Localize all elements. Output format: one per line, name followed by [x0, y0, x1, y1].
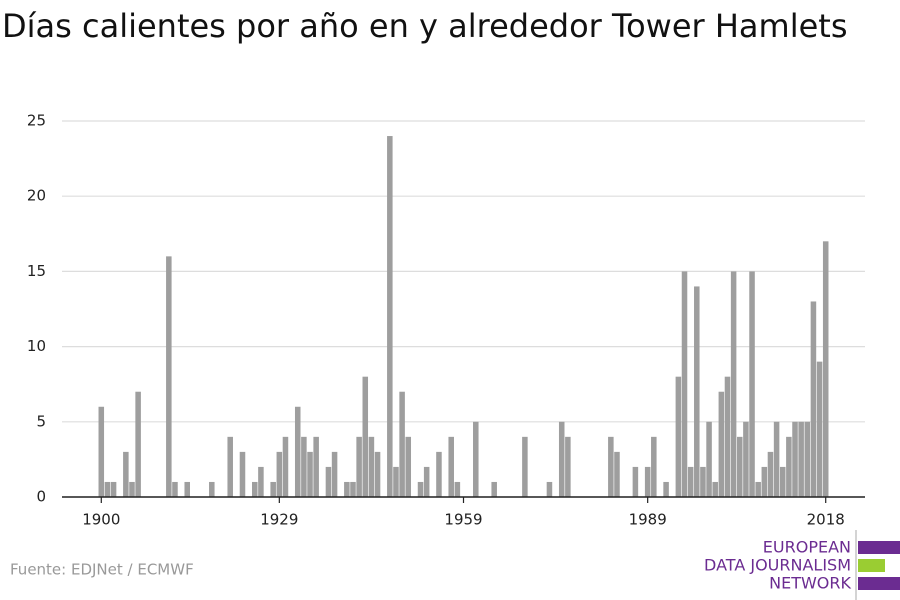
bar — [730, 271, 737, 497]
x-tick-label: 1929 — [260, 511, 298, 529]
y-tick-label: 5 — [36, 412, 46, 430]
bar — [798, 421, 804, 497]
bar — [706, 421, 712, 497]
bar — [687, 466, 694, 497]
y-tick-label: 15 — [27, 262, 46, 280]
bar — [761, 466, 768, 497]
bar — [356, 436, 362, 497]
bar — [399, 391, 405, 497]
bar — [749, 271, 755, 497]
bar — [123, 451, 129, 497]
bar — [374, 451, 381, 497]
bar — [417, 481, 424, 497]
bar — [773, 421, 780, 497]
bar — [368, 436, 375, 497]
bar — [822, 241, 829, 497]
bar — [350, 481, 356, 497]
bar — [810, 301, 817, 497]
bar — [755, 481, 761, 497]
bar — [405, 436, 412, 497]
bar — [565, 436, 571, 497]
bar — [129, 481, 135, 497]
bar — [104, 481, 111, 497]
bar — [258, 466, 264, 497]
bar — [491, 481, 497, 497]
bar — [301, 436, 307, 497]
bar — [436, 451, 442, 497]
logo-text: DATA JOURNALISM — [704, 556, 851, 575]
bar — [804, 421, 811, 497]
bar — [239, 451, 246, 497]
x-tick-label: 1959 — [444, 511, 482, 529]
bar — [294, 406, 301, 497]
bar — [473, 421, 479, 497]
bar — [313, 436, 319, 497]
logo-bar — [858, 541, 900, 554]
bar — [331, 451, 338, 497]
logo-bar — [858, 559, 885, 572]
bar — [792, 421, 798, 497]
bar — [448, 436, 454, 497]
bar — [454, 481, 461, 497]
bar — [362, 376, 369, 497]
bar — [700, 466, 706, 497]
y-tick-label: 25 — [27, 112, 46, 130]
bar — [681, 271, 688, 497]
bar — [110, 481, 117, 497]
bar — [166, 256, 172, 497]
bar — [724, 376, 731, 497]
bar — [522, 436, 528, 497]
bar — [282, 436, 289, 497]
bar — [270, 481, 276, 497]
bar — [325, 466, 332, 497]
bar — [276, 451, 283, 497]
x-tick-label: 1900 — [82, 511, 120, 529]
logo-text: EUROPEAN — [763, 538, 851, 557]
bar — [663, 481, 669, 497]
bar — [252, 481, 258, 497]
x-tick-label: 1989 — [629, 511, 667, 529]
bar — [608, 436, 614, 497]
bar — [712, 481, 718, 497]
bar — [184, 481, 191, 497]
bar — [644, 466, 651, 497]
bar — [558, 421, 565, 497]
source: Fuente: EDJNet / ECMWF — [10, 561, 194, 579]
bar — [694, 286, 700, 497]
bar — [675, 376, 682, 497]
bar — [743, 421, 749, 497]
bar — [344, 481, 350, 497]
bar — [393, 466, 399, 497]
bar — [786, 436, 792, 497]
logo-bar — [858, 577, 900, 590]
bar — [736, 436, 743, 497]
bar — [209, 481, 215, 497]
x-tick-label: 2018 — [807, 511, 845, 529]
bar — [614, 451, 620, 497]
bar — [387, 136, 393, 498]
bar — [307, 451, 313, 497]
bar — [816, 361, 823, 497]
y-tick-label: 0 — [36, 488, 46, 506]
y-tick-label: 20 — [27, 187, 46, 205]
y-tick-label: 10 — [27, 337, 46, 355]
bar — [651, 436, 657, 497]
chart-title: Días calientes por año en y alrededor To… — [2, 7, 848, 45]
bar — [227, 436, 233, 497]
bar — [718, 391, 725, 497]
bar — [172, 481, 178, 497]
bar — [779, 466, 786, 497]
bar — [767, 451, 774, 497]
bar — [423, 466, 430, 497]
bar — [135, 391, 141, 497]
bar — [632, 466, 639, 497]
bar — [546, 481, 553, 497]
logo-text: NETWORK — [769, 574, 851, 593]
bar — [98, 406, 105, 497]
